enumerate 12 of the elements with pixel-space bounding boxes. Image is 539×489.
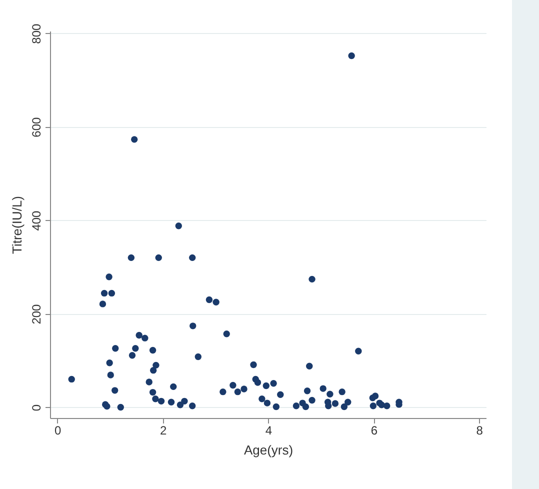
x-axis-title: Age(yrs) xyxy=(244,442,294,458)
y-tick-label: 0 xyxy=(30,404,44,412)
y-axis-title: Titre(IU/L) xyxy=(10,196,24,254)
y-tick-label: 800 xyxy=(30,24,44,44)
x-tick-label: 2 xyxy=(160,424,167,438)
x-tick-label: 6 xyxy=(370,424,378,438)
y-tick-label: 600 xyxy=(30,116,44,138)
y-tick-label: 400 xyxy=(30,210,44,231)
x-tick-label: 0 xyxy=(54,424,62,438)
x-tick-label: 4 xyxy=(265,424,272,438)
x-tick-label: 8 xyxy=(476,424,484,438)
y-tick-label: 200 xyxy=(30,304,44,324)
